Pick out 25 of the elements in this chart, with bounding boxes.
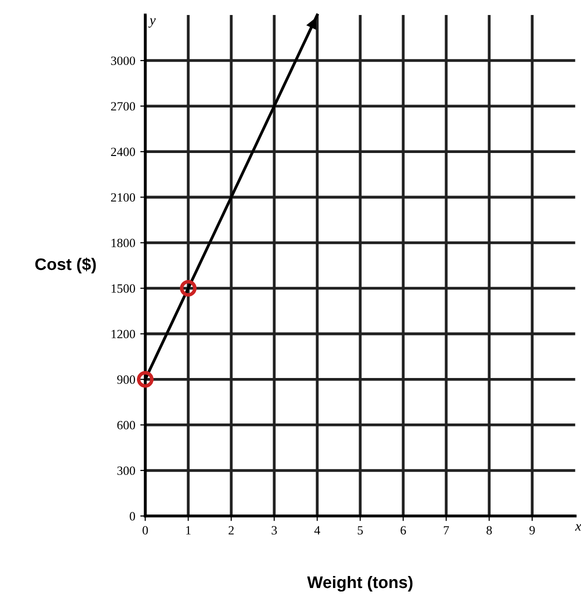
y-tick-label: 600 bbox=[117, 420, 136, 430]
y-tick-label: 1800 bbox=[112, 238, 136, 248]
y-axis-title: Cost ($) bbox=[35, 258, 96, 274]
x-tick-label: 7 bbox=[444, 526, 449, 534]
x-tick-label: 8 bbox=[486, 526, 492, 535]
x-tick-label: 5 bbox=[358, 526, 363, 535]
y-tick-label: 3000 bbox=[111, 56, 136, 66]
x-tick-label: 2 bbox=[228, 526, 234, 534]
y-tick-label: 300 bbox=[117, 466, 136, 475]
x-tick-label: 0 bbox=[142, 526, 148, 535]
annotation: y bbox=[148, 18, 156, 28]
x-tick-label: 1 bbox=[186, 526, 191, 534]
text: x bbox=[575, 524, 581, 531]
y-tick-label: 2100 bbox=[111, 193, 136, 202]
y-tick-label: 1500 bbox=[112, 284, 136, 293]
y-tick-label: 0 bbox=[130, 512, 136, 520]
y-tick-label: 900 bbox=[117, 375, 136, 384]
x-tick-label: 9 bbox=[529, 526, 535, 535]
x-tick-label: 6 bbox=[400, 526, 406, 535]
x-axis-title: Weight (tons) bbox=[307, 576, 412, 592]
y-tick-label: 2700 bbox=[111, 102, 136, 111]
y-tick-label: 1200 bbox=[112, 330, 136, 338]
x-tick-label: 3 bbox=[272, 526, 277, 535]
y-tick-label: 2400 bbox=[111, 148, 136, 156]
x-tick-label: 4 bbox=[314, 526, 320, 534]
